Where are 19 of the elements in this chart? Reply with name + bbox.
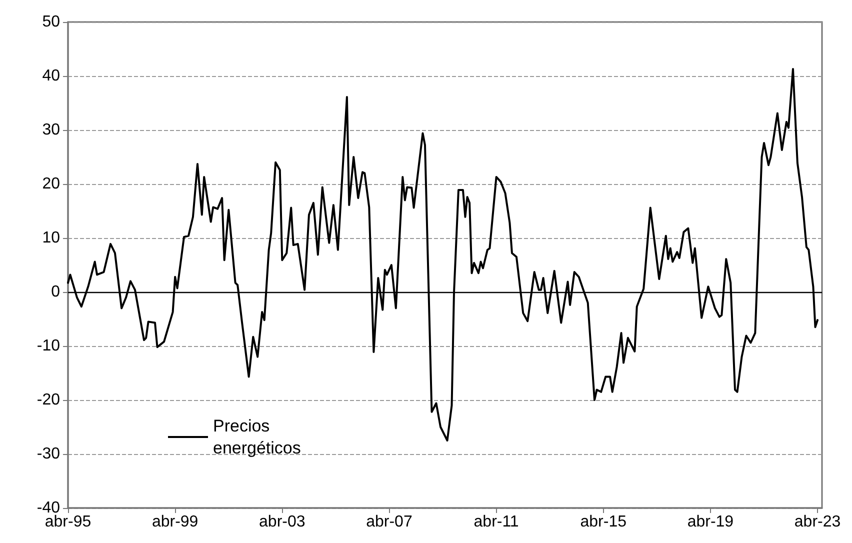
- legend-label: Precios energéticos: [213, 416, 301, 458]
- x-tick-label: abr-03: [259, 514, 306, 530]
- y-tick-label: 10: [42, 230, 60, 246]
- x-tick-label: abr-23: [794, 514, 841, 530]
- y-tick-label: -20: [36, 392, 60, 408]
- y-tick-label: -10: [36, 338, 60, 354]
- y-tick-label: 40: [42, 68, 60, 84]
- x-tick-label: abr-95: [44, 514, 92, 530]
- y-tick-label: 30: [42, 122, 60, 138]
- x-tick-label: abr-15: [580, 514, 627, 530]
- x-tick-label: abr-11: [474, 514, 519, 530]
- y-tick-label: 20: [42, 176, 60, 192]
- x-tick-label: abr-19: [687, 514, 734, 530]
- line-series: [67, 68, 819, 442]
- x-tick-label: abr-99: [152, 514, 198, 530]
- x-tick-label: abr-07: [366, 514, 412, 530]
- y-tick-label: 0: [51, 284, 60, 300]
- y-tick-label: -30: [36, 446, 60, 462]
- y-tick-label: 50: [42, 14, 60, 30]
